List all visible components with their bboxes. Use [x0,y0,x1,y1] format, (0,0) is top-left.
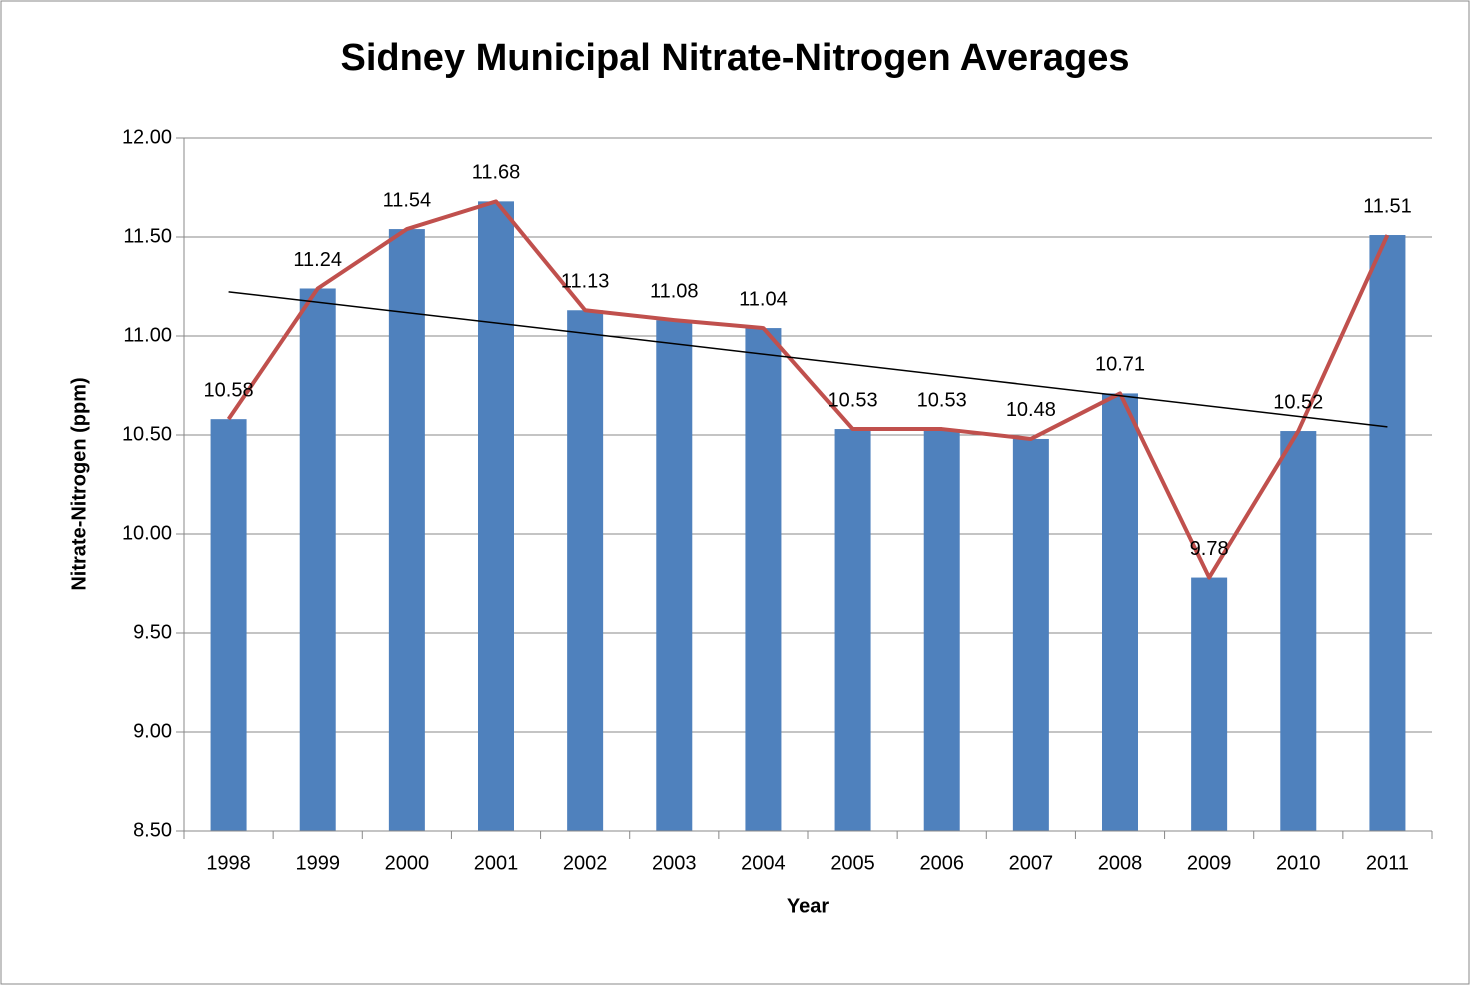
line [226,199,1390,580]
bar [656,320,693,831]
x-tick-label: 2001 [474,852,519,874]
x-tick-label: 2002 [563,852,608,874]
x-tick-label: 2005 [830,852,875,874]
y-tick-label: 11.50 [123,225,172,247]
y-tick-label: 10.50 [122,423,172,445]
bar [1012,438,1049,831]
x-tick-label: 2008 [1098,852,1143,874]
y-axis-title: Nitrate-Nitrogen (ppm) [68,377,90,590]
data-label: 11.08 [650,280,699,302]
bar [1102,393,1138,831]
bar [299,288,336,832]
data-label: 11.24 [293,249,342,271]
data-label: 9.78 [1190,538,1229,560]
data-label: 11.51 [1363,195,1412,217]
bar [210,419,247,831]
y-tick-label: 12.00 [122,126,172,148]
bar [1280,431,1317,831]
x-tick-label: 1999 [295,852,340,874]
x-tick-label: 2009 [1187,852,1232,874]
x-tick-label: 2003 [652,852,697,874]
bar [834,429,871,831]
bar [478,201,514,832]
data-label: 10.58 [204,379,254,401]
data-label: 10.53 [917,389,967,411]
x-axis-title: Year [787,895,829,917]
data-label: 10.52 [1273,391,1323,413]
bar [745,328,782,831]
x-tick-label: 2000 [385,852,430,874]
y-tick-label: 10.00 [122,522,172,544]
x-tick-label: 2011 [1366,852,1409,874]
trendline [228,291,1388,428]
y-tick-label: 9.50 [133,621,172,643]
data-label: 10.53 [828,389,878,411]
bar [923,429,960,831]
data-label: 10.48 [1006,399,1056,421]
data-label: 11.04 [739,288,788,310]
x-tick-label: 2007 [1009,852,1054,874]
chart-title: Sidney Municipal Nitrate-Nitrogen Averag… [340,37,1129,79]
bar [388,229,425,831]
x-tick-label: 2010 [1276,852,1321,874]
y-tick-label: 9.00 [133,720,172,742]
data-label: 11.54 [383,189,432,211]
x-tick-label: 1998 [206,852,251,874]
data-label: 11.13 [561,271,610,293]
bar [1369,235,1406,831]
data-label: 11.68 [472,162,521,184]
bar [1191,577,1228,831]
x-tick-label: 2006 [919,852,964,874]
x-tick-label: 2004 [741,852,786,874]
bar [567,310,604,831]
y-tick-label: 11.00 [123,324,172,346]
y-tick-label: 8.50 [133,819,172,841]
data-label: 10.71 [1095,354,1145,376]
